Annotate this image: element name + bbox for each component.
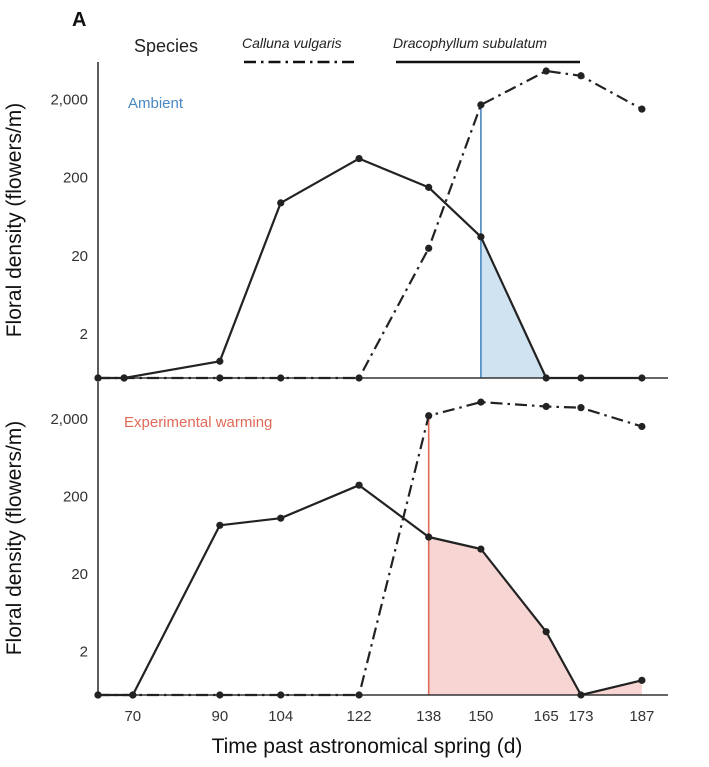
y-tick-label: 2,000 [50, 411, 88, 428]
x-tick-label: 70 [124, 708, 141, 725]
data-point [277, 199, 285, 207]
x-axis-title: Time past astronomical spring (d) [212, 735, 523, 758]
data-point [577, 404, 585, 412]
data-point [542, 67, 550, 75]
overlap-shaded-area [428, 537, 642, 695]
x-tick-label: 173 [568, 708, 593, 725]
data-point [638, 676, 646, 684]
data-point [129, 691, 137, 699]
x-tick-label: 122 [347, 708, 372, 725]
y-tick-label: 2 [80, 326, 88, 343]
data-point [477, 101, 485, 109]
data-point [477, 398, 485, 406]
data-point [216, 521, 224, 529]
overlap-shaded-area [480, 236, 642, 378]
data-point [477, 545, 485, 553]
series-line [98, 401, 643, 697]
panel-label: Ambient [128, 95, 184, 112]
data-point [577, 691, 585, 699]
data-point [477, 233, 485, 241]
series-line [98, 157, 642, 380]
legend-label-dracophyllum: Dracophyllum subulatum [393, 35, 547, 51]
y-tick-label: 20 [71, 248, 88, 265]
data-point [355, 374, 363, 382]
data-point [277, 691, 285, 699]
data-point [425, 533, 433, 541]
data-point [577, 72, 585, 80]
data-point [577, 374, 585, 382]
y-tick-label: 2 [80, 644, 88, 661]
panel-ambient: 2 20 200 2,000 Floral density (flowers/m) Amb… [3, 62, 668, 382]
legend-title: Species [134, 36, 198, 56]
panel-letter: A [72, 9, 86, 31]
y-axis-title: Floral density (flowers/m) [3, 103, 26, 338]
y-tick-label: 20 [71, 566, 88, 583]
series-line [98, 484, 643, 697]
data-point [425, 244, 433, 252]
x-tick-label: 138 [416, 708, 441, 725]
x-tick-label: 90 [211, 708, 228, 725]
legend: Species Calluna vulgaris Dracophyllum su… [134, 35, 580, 64]
y-tick-label: 200 [63, 170, 88, 187]
data-point [542, 402, 550, 411]
data-point [277, 374, 285, 382]
panel-label: Experimental warming [124, 414, 272, 431]
data-point [638, 374, 646, 382]
panel-experimental-warming: 2 20 200 2,000 Floral density (flowers/m) Exp… [3, 382, 668, 725]
y-axis-title: Floral density (flowers/m) [3, 421, 26, 656]
data-point [355, 154, 363, 163]
y-tick-label: 2,000 [50, 91, 88, 108]
series-line [98, 69, 643, 380]
data-point [94, 691, 102, 699]
data-point [425, 412, 433, 420]
data-point [425, 183, 433, 191]
x-tick-label: 165 [534, 708, 559, 725]
data-point [216, 374, 224, 382]
data-point [542, 374, 550, 382]
data-point [277, 514, 285, 522]
data-point [94, 374, 102, 382]
legend-label-calluna: Calluna vulgaris [242, 35, 342, 51]
y-tick-label: 200 [63, 489, 88, 506]
x-tick-label: 187 [629, 708, 654, 725]
x-tick-label: 150 [468, 708, 493, 725]
data-point [638, 422, 646, 431]
data-point [120, 374, 128, 382]
data-point [355, 481, 363, 489]
data-point [542, 628, 550, 636]
x-tick-label: 104 [268, 708, 293, 725]
data-point [638, 105, 646, 113]
data-point [216, 691, 224, 699]
data-point [355, 691, 363, 699]
data-point [216, 357, 224, 365]
